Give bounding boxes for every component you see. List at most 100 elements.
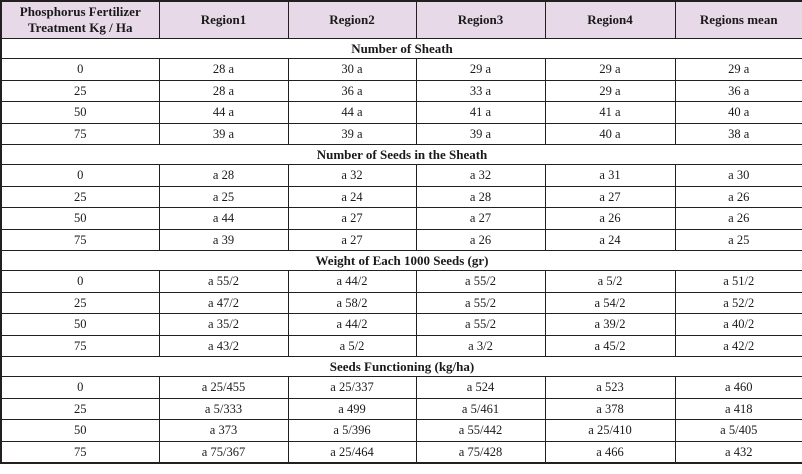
value-cell: a 39/2 bbox=[544, 313, 676, 336]
value-cell: a 373 bbox=[158, 419, 289, 442]
value-cell: a 75/367 bbox=[158, 440, 289, 464]
table-row: 25 a 25 a 24 a 28 a 27 a 26 bbox=[0, 185, 802, 208]
value-cell: 29 a bbox=[544, 58, 676, 81]
value-cell: a 45/2 bbox=[544, 334, 676, 357]
header-cell-regions-mean: Regions mean bbox=[674, 0, 802, 39]
value-cell: a 432 bbox=[674, 440, 802, 464]
section-title: Weight of Each 1000 Seeds (gr) bbox=[0, 250, 802, 271]
value-cell: a 5/2 bbox=[287, 334, 417, 357]
value-cell: a 55/2 bbox=[158, 270, 289, 293]
value-cell: a 466 bbox=[544, 440, 676, 464]
treatment-cell: 75 bbox=[0, 228, 160, 251]
table-row: 75 a 75/367 a 25/464 a 75/428 a 466 a 432 bbox=[0, 440, 802, 464]
header-cell-region3: Region3 bbox=[415, 0, 546, 39]
table-row: 75 39 a 39 a 39 a 40 a 38 a bbox=[0, 122, 802, 145]
value-cell: a 42/2 bbox=[674, 334, 802, 357]
treatment-cell: 0 bbox=[0, 164, 160, 187]
value-cell: a 44/2 bbox=[287, 270, 417, 293]
value-cell: 28 a bbox=[158, 58, 289, 81]
treatment-cell: 0 bbox=[0, 270, 160, 293]
value-cell: a 25/337 bbox=[287, 376, 417, 399]
treatment-cell: 0 bbox=[0, 58, 160, 81]
treatment-cell: 0 bbox=[0, 376, 160, 399]
value-cell: a 55/442 bbox=[415, 419, 546, 442]
table-row: 50 a 373 a 5/396 a 55/442 a 25/410 a 5/405 bbox=[0, 419, 802, 442]
treatment-cell: 50 bbox=[0, 419, 160, 442]
value-cell: a 5/396 bbox=[287, 419, 417, 442]
value-cell: a 26 bbox=[674, 207, 802, 230]
value-cell: 41 a bbox=[415, 101, 546, 124]
value-cell: a 27 bbox=[287, 207, 417, 230]
table-row: 75 a 39 a 27 a 26 a 24 a 25 bbox=[0, 228, 802, 251]
value-cell: a 51/2 bbox=[674, 270, 802, 293]
section-title: Seeds Functioning (kg/ha) bbox=[0, 356, 802, 377]
table-row: 50 a 44 a 27 a 27 a 26 a 26 bbox=[0, 207, 802, 230]
section-title: Number of Seeds in the Sheath bbox=[0, 144, 802, 165]
value-cell: a 24 bbox=[544, 228, 676, 251]
value-cell: a 27 bbox=[287, 228, 417, 251]
table-row: 75 a 43/2 a 5/2 a 3/2 a 45/2 a 42/2 bbox=[0, 334, 802, 357]
value-cell: a 25/410 bbox=[544, 419, 676, 442]
value-cell: a 55/2 bbox=[415, 313, 546, 336]
value-cell: a 26 bbox=[674, 185, 802, 208]
treatment-cell: 25 bbox=[0, 79, 160, 102]
header-row: Phosphorus Fertilizer Treatment Kg / Ha … bbox=[0, 0, 802, 39]
value-cell: a 35/2 bbox=[158, 313, 289, 336]
value-cell: a 418 bbox=[674, 397, 802, 420]
value-cell: a 25/464 bbox=[287, 440, 417, 464]
section-title: Number of Sheath bbox=[0, 38, 802, 59]
value-cell: a 75/428 bbox=[415, 440, 546, 464]
value-cell: 39 a bbox=[287, 122, 417, 145]
treatment-cell: 75 bbox=[0, 440, 160, 464]
value-cell: 41 a bbox=[544, 101, 676, 124]
value-cell: a 43/2 bbox=[158, 334, 289, 357]
value-cell: a 25 bbox=[674, 228, 802, 251]
treatment-cell: 25 bbox=[0, 185, 160, 208]
value-cell: a 40/2 bbox=[674, 313, 802, 336]
value-cell: 36 a bbox=[674, 79, 802, 102]
value-cell: 36 a bbox=[287, 79, 417, 102]
value-cell: a 460 bbox=[674, 376, 802, 399]
value-cell: a 52/2 bbox=[674, 291, 802, 314]
value-cell: a 54/2 bbox=[544, 291, 676, 314]
value-cell: 28 a bbox=[158, 79, 289, 102]
value-cell: 29 a bbox=[674, 58, 802, 81]
value-cell: a 47/2 bbox=[158, 291, 289, 314]
value-cell: a 24 bbox=[287, 185, 417, 208]
value-cell: a 25/455 bbox=[158, 376, 289, 399]
value-cell: a 26 bbox=[544, 207, 676, 230]
section-title-row: Seeds Functioning (kg/ha) bbox=[0, 356, 802, 377]
value-cell: a 32 bbox=[287, 164, 417, 187]
treatment-cell: 75 bbox=[0, 122, 160, 145]
value-cell: a 28 bbox=[158, 164, 289, 187]
value-cell: 39 a bbox=[415, 122, 546, 145]
value-cell: a 5/461 bbox=[415, 397, 546, 420]
treatment-cell: 25 bbox=[0, 397, 160, 420]
value-cell: 44 a bbox=[287, 101, 417, 124]
header-cell-region2: Region2 bbox=[287, 0, 417, 39]
value-cell: a 28 bbox=[415, 185, 546, 208]
header-cell-region1: Region1 bbox=[158, 0, 289, 39]
value-cell: a 523 bbox=[544, 376, 676, 399]
table-header: Phosphorus Fertilizer Treatment Kg / Ha … bbox=[0, 0, 802, 39]
section-title-row: Weight of Each 1000 Seeds (gr) bbox=[0, 250, 802, 271]
treatment-cell: 50 bbox=[0, 101, 160, 124]
treatment-cell: 50 bbox=[0, 207, 160, 230]
table-row: 25 a 47/2 a 58/2 a 55/2 a 54/2 a 52/2 bbox=[0, 291, 802, 314]
value-cell: a 30 bbox=[674, 164, 802, 187]
value-cell: a 5/2 bbox=[544, 270, 676, 293]
fertilizer-results-table: Phosphorus Fertilizer Treatment Kg / Ha … bbox=[0, 0, 802, 464]
value-cell: a 26 bbox=[415, 228, 546, 251]
value-cell: a 44 bbox=[158, 207, 289, 230]
header-cell-treatment: Phosphorus Fertilizer Treatment Kg / Ha bbox=[0, 0, 160, 39]
value-cell: a 27 bbox=[415, 207, 546, 230]
value-cell: 44 a bbox=[158, 101, 289, 124]
table-row: 50 44 a 44 a 41 a 41 a 40 a bbox=[0, 101, 802, 124]
value-cell: a 378 bbox=[544, 397, 676, 420]
value-cell: 39 a bbox=[158, 122, 289, 145]
value-cell: a 27 bbox=[544, 185, 676, 208]
